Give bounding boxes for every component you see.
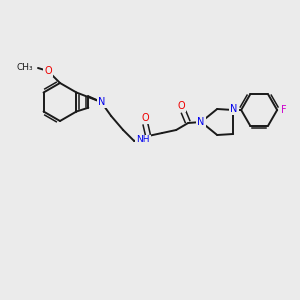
Text: N: N — [197, 117, 205, 127]
Text: O: O — [44, 66, 52, 76]
Text: O: O — [177, 101, 185, 111]
Text: N: N — [230, 104, 238, 114]
Text: N: N — [98, 97, 106, 107]
Text: F: F — [281, 105, 287, 115]
Text: NH: NH — [136, 136, 150, 145]
Text: CH₃: CH₃ — [16, 64, 33, 73]
Text: O: O — [141, 113, 149, 123]
